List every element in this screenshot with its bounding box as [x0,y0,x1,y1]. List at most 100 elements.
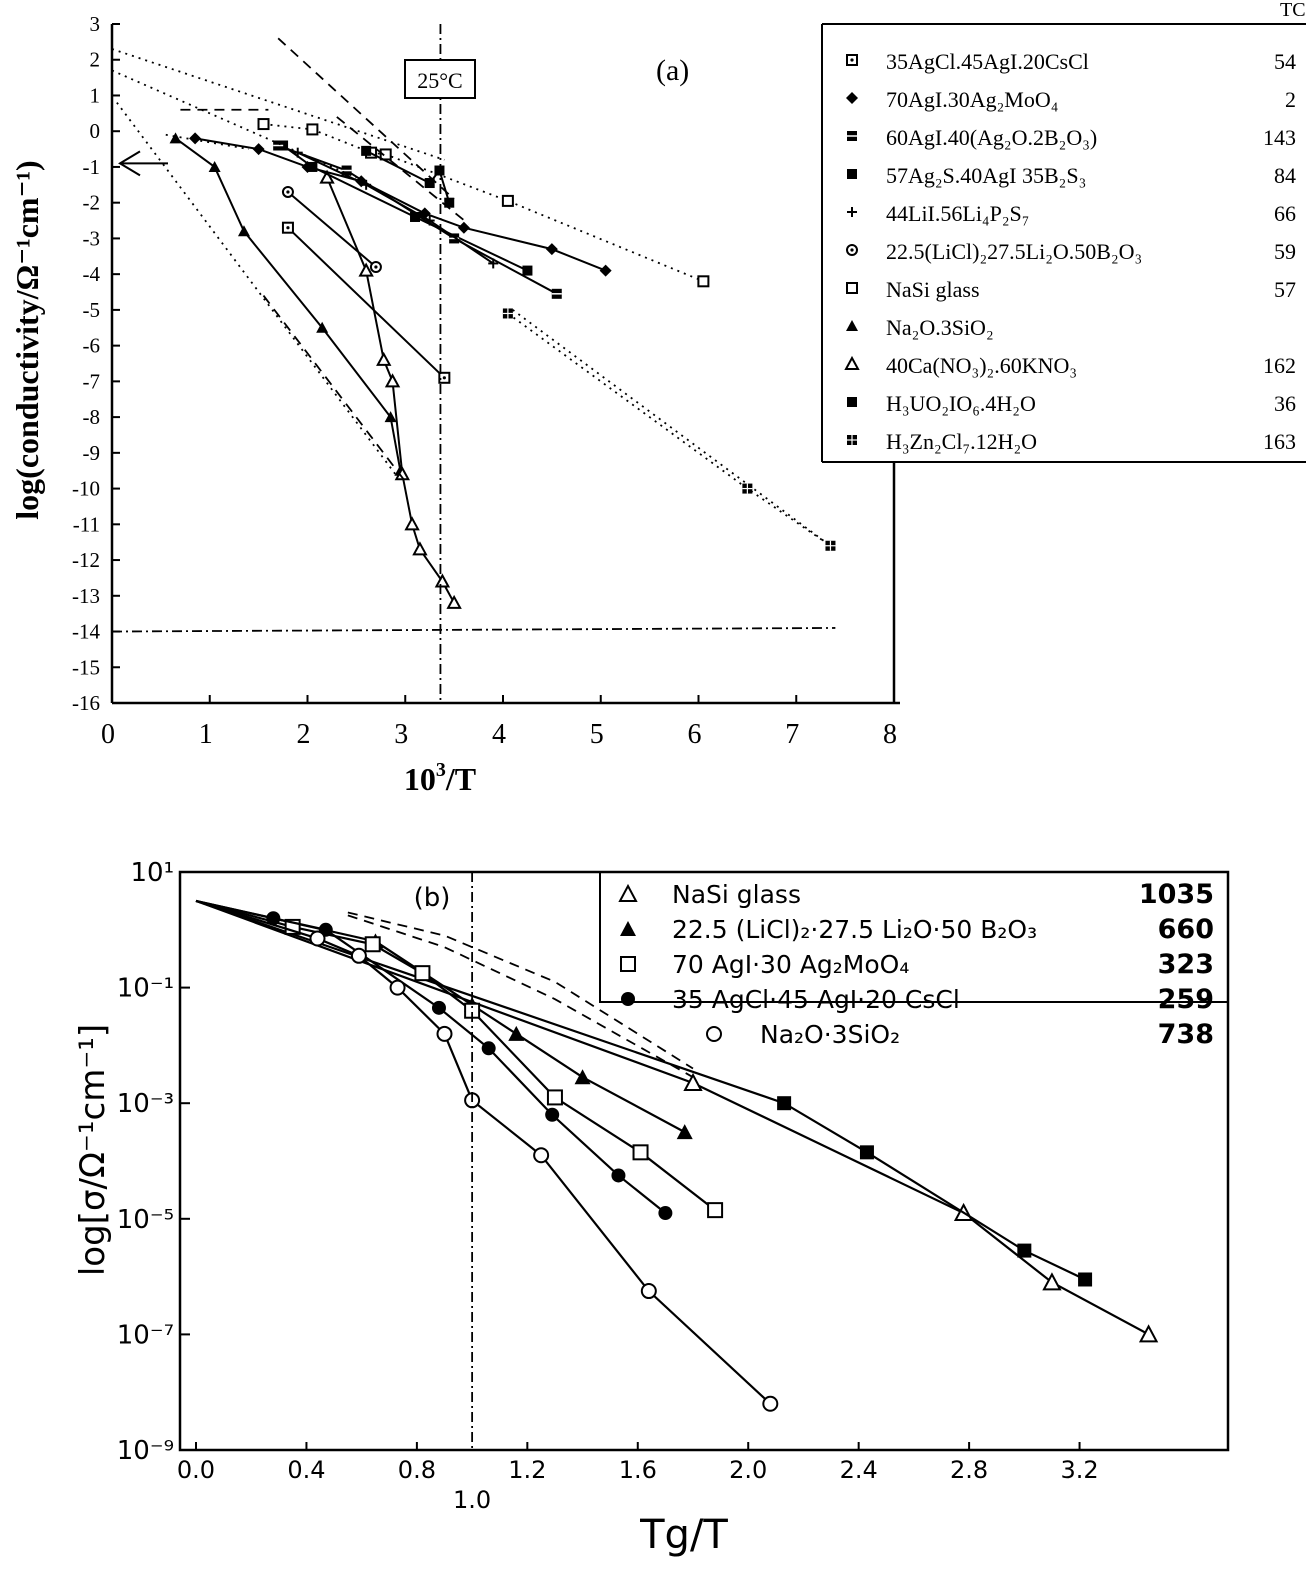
data-point [412,541,428,556]
legend-item: H₃Zn₂Cl₇.12H₂O 163 [847,429,1296,454]
legend-marker [620,956,636,972]
legend-rows: 35AgCl.45AgI.20CsCl 54 70AgI.30Ag₂MoO₄ 2 60A… [844,49,1296,454]
data-point [574,1069,591,1085]
data-point [306,123,319,136]
legend-value: 54 [1274,49,1296,74]
legend-item: H₃UO₂IO₆.4H₂O 36 [847,391,1296,416]
x-tick-label: 2.8 [950,1456,988,1484]
x-tick-label: 1 [199,719,213,750]
legend-label: 70AgI.30Ag₂MoO₄ [886,87,1058,112]
x-tick-label: 3 [394,719,408,750]
data-point [237,225,250,237]
series-line [336,116,470,225]
legend-value: 660 [1158,914,1214,945]
data-point [379,148,392,161]
data-point [508,1025,525,1041]
temperature-annotation: 25°C [404,59,476,99]
data-point [640,1283,657,1300]
series-line [277,37,455,200]
data-point [707,1202,724,1219]
data-point [257,118,270,131]
data-point [309,930,326,947]
x-tick-label: 2 [297,719,311,750]
legend-marker [847,397,857,407]
legend-value: 162 [1263,353,1296,378]
data-point [481,1041,496,1056]
data-point [683,1072,703,1091]
series-b-3 [195,899,724,1219]
legend-value: 66 [1274,201,1296,226]
legend-marker [706,1026,722,1042]
panel-b-frame [178,870,1230,1452]
data-point [599,264,612,277]
x-tick-label: 4 [492,719,506,750]
series-line [195,899,686,1134]
series-a-14 [277,37,455,200]
data-point [434,573,451,588]
data-point [611,1168,626,1183]
y-tick-label: -6 [83,334,101,358]
legend-label: Na₂O·3SiO₂ [760,1020,900,1049]
legend-label: 35AgCl.45AgI.20CsCl [886,49,1089,74]
series-line [165,133,250,150]
data-point [859,1145,874,1160]
data-point [350,947,367,964]
y-tick-label: -7 [83,369,101,393]
legend-item: 35 AgCl·45 AgI·20 CsCl 259 [621,984,1214,1015]
x-tick-label: 7 [785,719,799,750]
legend-label: H₃UO₂IO₆.4H₂O [886,391,1036,416]
legend-item: 44LiI.56Li₄P₂S₇ 66 [847,201,1296,226]
legend-background [822,24,1306,462]
legend-value: 1035 [1139,879,1214,910]
series-a-12 [111,69,357,179]
data-point-center [286,226,290,230]
series-a-10 [502,308,836,551]
legend-label: 60AgI.40(Ag₂O.2B₂O₃) [886,125,1097,150]
legend-label: 22.5 (LiCl)₂·27.5 Li₂O·50 B₂O₃ [672,915,1037,944]
data-point [376,351,392,366]
panel-b-legend: NaSi glass 1035 22.5 (LiCl)₂·27.5 Li₂O·50 … [599,872,1228,1050]
series-line [195,899,716,1211]
x-tick-label: 2.4 [840,1456,878,1484]
panel-a-series-layer [111,24,836,703]
legend-value: 323 [1158,949,1214,980]
y-tick-label: 10⁻¹ [117,974,174,1004]
x-title-base: 10 [404,761,436,797]
data-point [522,265,533,276]
legend-label: H₃Zn₂Cl₇.12H₂O [886,429,1037,454]
legend-marker [846,320,858,331]
legend-item: 70 AgI·30 Ag₂MoO₄ 323 [620,949,1214,980]
legend-value: 738 [1158,1019,1214,1050]
series-b-7 [347,914,694,1078]
data-point [361,145,372,156]
data-point [632,1144,649,1161]
legend-marker-center [850,248,854,252]
data-point [358,262,374,277]
legend-value: 143 [1263,125,1296,150]
y-tick-label: 10⁻⁷ [117,1320,174,1350]
legend-border [599,872,1228,1003]
x-tick-label: 0.0 [177,1456,215,1484]
y-tick-label: -10 [72,477,100,501]
legend-value: 57 [1274,277,1296,302]
data-point [1078,1272,1093,1287]
series-a-2 [319,169,462,609]
y-tick-label: 2 [90,48,101,72]
y-tick-label: 3 [90,12,101,36]
data-point [762,1395,779,1412]
panel-b-series-layer [195,872,1159,1450]
legend-item: 60AgI.40(Ag₂O.2B₂O₃) 143 [847,125,1296,150]
x-tick-label: 1.2 [508,1456,546,1484]
panel-a-x-axis-title: 103/T [404,759,476,797]
y-tick-label: 10⁻³ [117,1089,174,1119]
series-line [111,627,836,633]
series-line [347,914,694,1078]
series-a-7 [281,185,382,274]
data-point [457,221,470,234]
series-a-18 [165,133,250,150]
temperature-annotation-box [404,59,476,99]
data-point [446,594,462,609]
series-a-13 [116,102,397,475]
legend-label: NaSi glass [672,880,801,909]
